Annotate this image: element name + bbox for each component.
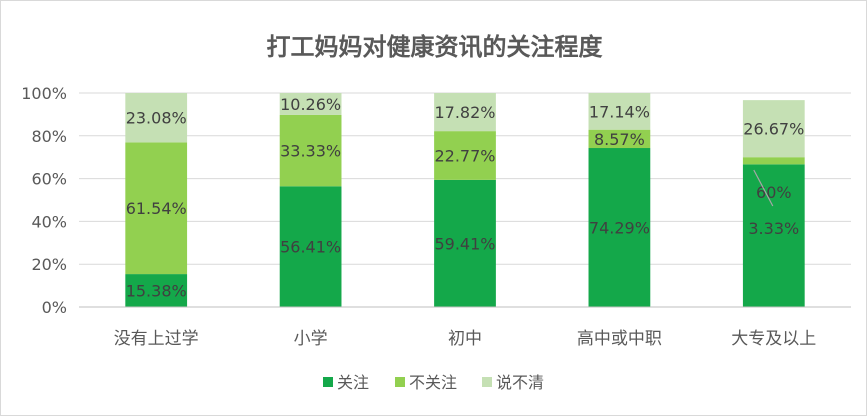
y-tick-label: 60% xyxy=(31,170,67,189)
bar-segment xyxy=(434,179,496,307)
bar-segment xyxy=(588,148,651,307)
bar-segment xyxy=(125,274,188,307)
data-label: 15.38% xyxy=(126,282,187,301)
legend-swatch xyxy=(482,377,492,387)
legend: 关注 不关注 说不清 xyxy=(323,373,544,392)
legend-label: 关注 xyxy=(337,373,369,392)
data-labels: 15.38% 61.54% 23.08% 56.41% 33.33% 10.26% 59.4… xyxy=(126,95,805,301)
bar-segment xyxy=(588,129,651,149)
bar-segment xyxy=(125,93,188,143)
chart-title: 打工妈妈对健康资讯的关注程度 xyxy=(267,33,604,61)
data-label: 61.54% xyxy=(126,199,187,218)
x-tick-label: 小学 xyxy=(294,329,328,349)
data-label: 33.33% xyxy=(280,142,341,161)
y-axis: 0% 20% 40% 60% 80% 100% xyxy=(21,84,67,317)
x-tick-label: 高中或中职 xyxy=(577,329,662,349)
bar-segment xyxy=(434,93,496,132)
bar-segment xyxy=(742,100,805,158)
bar-segment xyxy=(742,164,805,307)
legend-label: 不关注 xyxy=(409,373,457,392)
data-label: 17.14% xyxy=(589,102,650,121)
y-tick-label: 80% xyxy=(31,127,67,146)
data-label: 74.29% xyxy=(589,219,650,238)
data-label: 17.82% xyxy=(434,103,495,122)
bar-segment xyxy=(434,131,496,180)
y-tick-label: 40% xyxy=(31,212,67,231)
bar-segment xyxy=(279,186,342,307)
bars xyxy=(125,93,805,307)
data-label: 8.57% xyxy=(594,130,645,149)
data-label: 59.41% xyxy=(434,234,495,253)
bar-segment xyxy=(279,114,342,187)
bar-segment xyxy=(742,157,805,165)
x-tick-label: 大专及以上 xyxy=(731,329,816,349)
data-label: 23.08% xyxy=(126,109,187,128)
bar-segment xyxy=(125,142,188,275)
bar-segment xyxy=(279,93,342,115)
data-label: 22.77% xyxy=(434,146,495,165)
legend-swatch xyxy=(395,377,405,387)
x-tick-label: 没有上过学 xyxy=(114,329,199,349)
y-tick-label: 100% xyxy=(21,84,67,103)
data-label: 3.33% xyxy=(748,219,799,238)
x-axis: 没有上过学 小学 初中 高中或中职 大专及以上 xyxy=(79,306,851,349)
data-label: 10.26% xyxy=(280,95,341,114)
x-tick-label: 初中 xyxy=(448,329,482,349)
y-tick-label: 20% xyxy=(31,255,67,274)
legend-swatch xyxy=(323,377,333,387)
data-label: 56.41% xyxy=(280,238,341,257)
bar-segment xyxy=(588,93,651,130)
leader-line xyxy=(753,169,774,207)
data-label: 26.67% xyxy=(743,120,804,139)
data-label: 60% xyxy=(756,183,792,202)
y-tick-label: 0% xyxy=(42,298,67,317)
legend-label: 说不清 xyxy=(496,373,544,392)
